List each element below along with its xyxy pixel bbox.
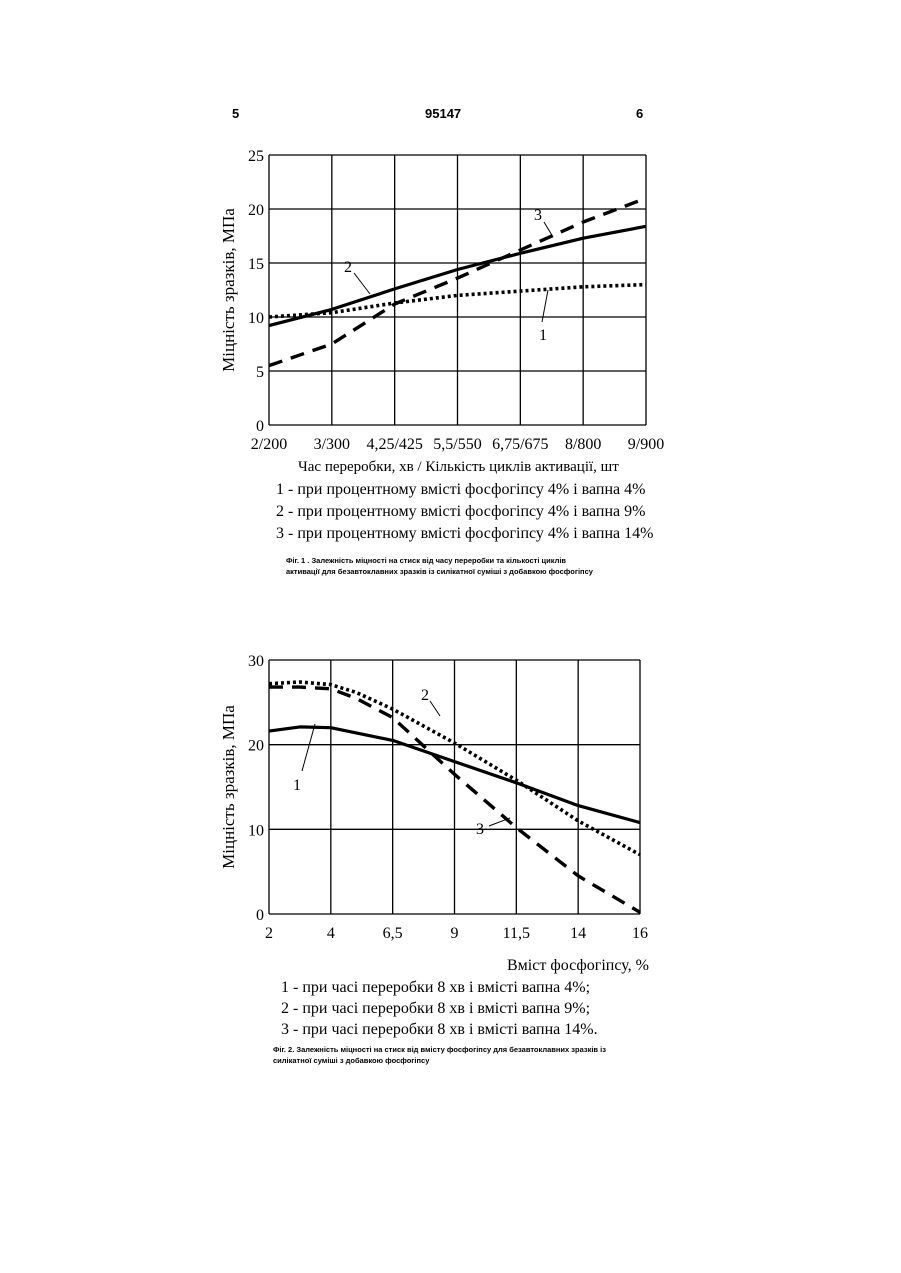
chart-2-series-3-label: 3 <box>476 821 484 838</box>
chart-2-legend-2: 2 - при часі переробки 8 хв і вмісті вап… <box>281 1000 590 1018</box>
chart-2-ytick-label: 10 <box>248 822 264 839</box>
chart-2-xtick-label: 11,5 <box>503 925 530 942</box>
chart-1-caption-line-2: активації для безавтоклавних зразків із … <box>286 567 593 577</box>
chart-2-xtick-label: 16 <box>632 925 648 942</box>
chart-2-series-2-leader <box>430 701 440 716</box>
chart-1-legend-1: 1 - при процентному вмісті фосфогіпсу 4%… <box>276 481 645 499</box>
chart-2-ylabel: Міцність зразків, МПа <box>219 705 238 869</box>
chart-2-legend-1: 1 - при часі переробки 8 хв і вмісті вап… <box>281 979 590 997</box>
chart-1-legend-2: 2 - при процентному вмісті фосфогіпсу 4%… <box>276 503 645 521</box>
chart-1-legend-3: 3 - при процентному вмісті фосфогіпсу 4%… <box>276 525 653 543</box>
chart-2-ytick-label: 30 <box>248 653 264 670</box>
chart-1-xlabel: Час переробки, хв / Кількість циклів акт… <box>298 459 619 476</box>
chart-2-caption-line-1: Фіг. 2. Залежність міцності на стиск від… <box>273 1045 606 1055</box>
chart-2-series-1-leader <box>302 724 315 771</box>
chart-2-xtick-label: 2 <box>265 925 273 942</box>
chart-2-xtick-label: 4 <box>327 925 335 942</box>
chart-2-series-2-label: 2 <box>421 687 429 704</box>
chart-2-series-3-leader <box>489 818 510 826</box>
chart-2-caption-line-2: силікатної суміші з добавкою фосфогіпсу <box>273 1056 429 1066</box>
chart-2-ytick-label: 20 <box>248 738 264 755</box>
chart-1-caption-line-1: Фіг. 1 . Залежність міцності на стиск ві… <box>286 556 566 566</box>
chart-2-legend-3: 3 - при часі переробки 8 хв і вмісті вап… <box>281 1021 598 1039</box>
chart-2: 0 10 20 30 2 4 6,5 9 11,5 14 16 Міцність зразків, М… <box>0 0 901 1273</box>
chart-2-series-1-label: 1 <box>293 777 301 794</box>
chart-2-xtick-label: 14 <box>570 925 586 942</box>
chart-2-ytick-label: 0 <box>256 907 264 924</box>
chart-2-xtick-label: 9 <box>451 925 459 942</box>
chart-2-xtick-label: 6,5 <box>383 925 403 942</box>
chart-2-xlabel: Вміст фосфогіпсу, % <box>507 957 649 975</box>
